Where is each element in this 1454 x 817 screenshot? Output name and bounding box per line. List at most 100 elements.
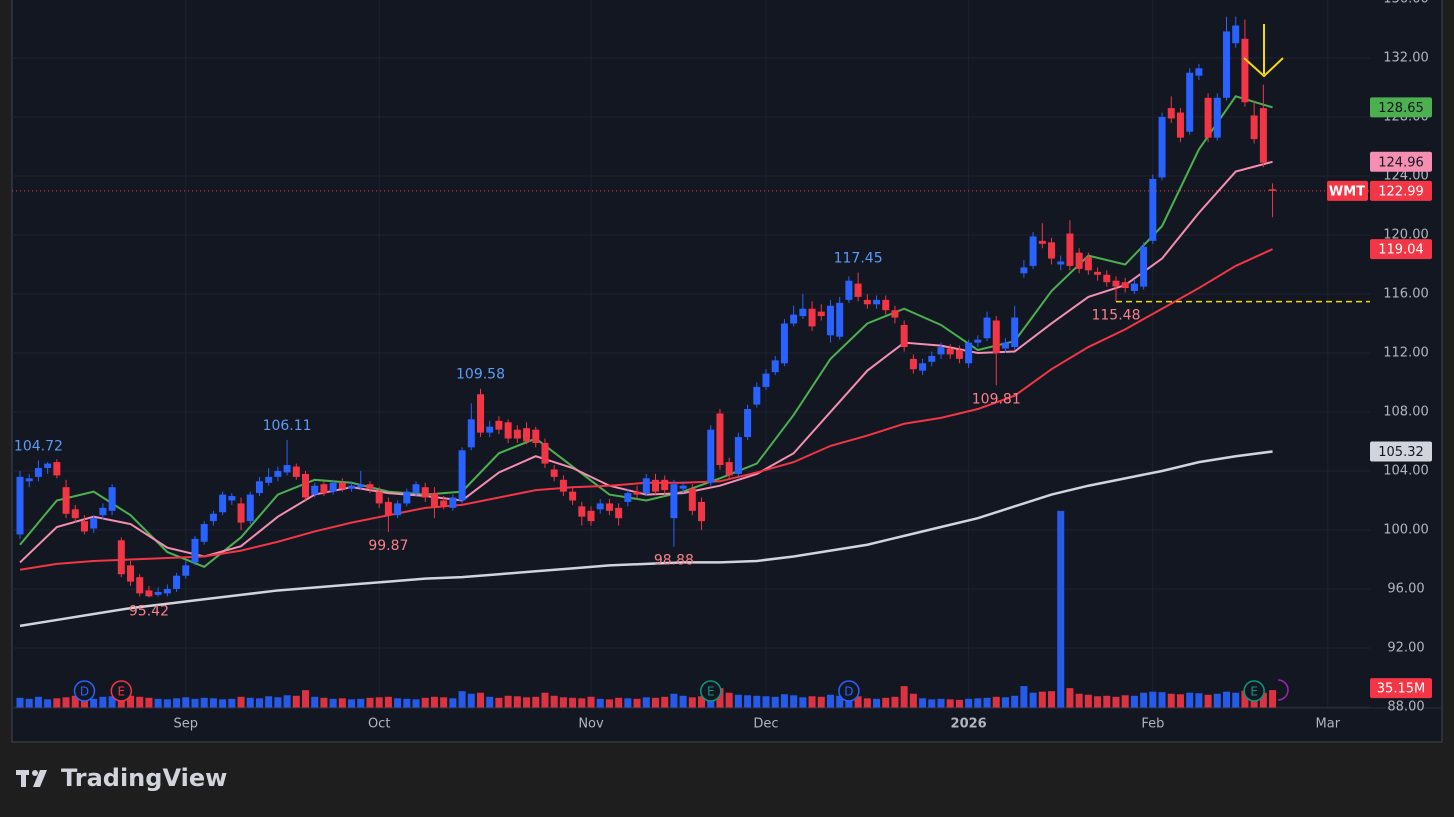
candle-body bbox=[62, 487, 70, 514]
candle-layer bbox=[16, 16, 1277, 598]
volume-bar bbox=[62, 697, 70, 708]
volume-bar bbox=[329, 698, 337, 708]
candle-body bbox=[477, 394, 484, 433]
volume-bar bbox=[16, 697, 24, 708]
candle-body bbox=[449, 497, 457, 508]
candle-body bbox=[154, 591, 162, 595]
y-tick-label: 124.00 bbox=[1383, 168, 1429, 183]
y-tick-label: 132.00 bbox=[1383, 50, 1429, 65]
candle-body bbox=[329, 482, 337, 492]
event-label: E bbox=[118, 685, 126, 699]
candle-body bbox=[1195, 68, 1203, 76]
candle-body bbox=[698, 501, 706, 522]
ma-value-badge: 105.32 bbox=[1378, 445, 1424, 460]
candle-body bbox=[1259, 108, 1267, 163]
event-label: D bbox=[844, 685, 853, 699]
volume-bar bbox=[836, 695, 844, 708]
volume-bar bbox=[1259, 692, 1267, 708]
volume-bar bbox=[209, 698, 217, 708]
volume-bar bbox=[71, 695, 79, 708]
event-marker-partial bbox=[1277, 679, 1289, 701]
volume-bar bbox=[53, 698, 61, 708]
candle-body bbox=[550, 469, 558, 477]
volume-bar bbox=[255, 698, 263, 708]
candle-body bbox=[1075, 252, 1083, 269]
moving-average-line bbox=[19, 95, 1273, 568]
candle-body bbox=[1204, 97, 1212, 138]
candle-body bbox=[403, 491, 411, 504]
volume-bar bbox=[891, 696, 899, 708]
candle-body bbox=[467, 419, 475, 448]
low-label: 99.87 bbox=[368, 538, 408, 554]
volume-bar bbox=[605, 699, 613, 708]
volume-bar bbox=[145, 697, 153, 708]
volume-bar bbox=[1057, 510, 1065, 708]
candle-body bbox=[891, 310, 899, 318]
x-tick-label: Oct bbox=[368, 717, 390, 732]
candle-body bbox=[200, 524, 208, 542]
candle-body bbox=[1149, 178, 1157, 241]
price-badge: 122.99 bbox=[1378, 184, 1424, 199]
candle-body bbox=[596, 503, 604, 510]
candle-body bbox=[348, 485, 356, 489]
candle-body bbox=[486, 426, 494, 433]
symbol-badge-bg bbox=[1327, 180, 1368, 201]
candle-body bbox=[1186, 72, 1194, 132]
candle-body bbox=[578, 506, 586, 517]
ma-value-badge-bg bbox=[1370, 151, 1432, 172]
volume-bar bbox=[127, 695, 135, 708]
volume-bar bbox=[661, 696, 669, 708]
candle-body bbox=[1167, 108, 1175, 119]
volume-bar bbox=[946, 699, 954, 708]
volume-bar bbox=[1204, 694, 1212, 708]
event-label: E bbox=[1250, 685, 1258, 699]
volume-bar bbox=[1213, 693, 1221, 708]
volume-bar bbox=[477, 692, 484, 708]
volume-bar bbox=[817, 696, 825, 708]
candle-body bbox=[1048, 242, 1056, 259]
candle-body bbox=[569, 491, 577, 501]
candle-body bbox=[283, 465, 291, 473]
volume-bar bbox=[394, 698, 402, 708]
candle-body bbox=[53, 462, 61, 476]
volume-bar bbox=[1241, 690, 1249, 708]
volume-bar bbox=[955, 699, 963, 708]
candle-body bbox=[909, 358, 917, 370]
symbol-badge: WMT bbox=[1329, 184, 1365, 199]
ma-value-badge-bg bbox=[1370, 239, 1432, 260]
candle-body bbox=[1223, 31, 1231, 98]
y-tick-label: 88.00 bbox=[1387, 699, 1424, 714]
candle-body bbox=[90, 518, 98, 529]
ma-value-badge: 128.65 bbox=[1378, 101, 1424, 116]
volume-bar bbox=[541, 692, 549, 708]
high-label: 109.58 bbox=[456, 367, 505, 383]
candle-body bbox=[992, 320, 1000, 353]
volume-bar bbox=[624, 698, 632, 708]
candle-body bbox=[412, 484, 420, 494]
volume-bar bbox=[863, 698, 871, 708]
price-badge-bg bbox=[1370, 180, 1432, 201]
candle-body bbox=[274, 470, 282, 477]
volume-bar bbox=[34, 696, 42, 708]
candle-body bbox=[762, 373, 770, 387]
candle-body bbox=[357, 484, 365, 488]
volume-bar bbox=[1038, 691, 1046, 708]
x-tick-label: Dec bbox=[753, 717, 778, 732]
low-label: 95.42 bbox=[129, 604, 169, 620]
volume-bar bbox=[1167, 693, 1175, 708]
candle-body bbox=[182, 565, 190, 576]
candle-body bbox=[209, 513, 217, 522]
x-tick-label: Sep bbox=[174, 717, 199, 732]
candle-body bbox=[366, 484, 374, 489]
candle-body bbox=[679, 485, 687, 489]
candle-body bbox=[845, 280, 853, 300]
volume-bar bbox=[80, 697, 88, 708]
high-label: 104.72 bbox=[14, 438, 63, 454]
chart-frame bbox=[11, 0, 1443, 743]
volume-bar bbox=[734, 694, 742, 708]
candle-body bbox=[863, 299, 871, 305]
volume-bar bbox=[983, 697, 991, 708]
candle-body bbox=[955, 350, 963, 359]
candle-body bbox=[661, 479, 669, 491]
candle-body bbox=[1232, 25, 1240, 44]
